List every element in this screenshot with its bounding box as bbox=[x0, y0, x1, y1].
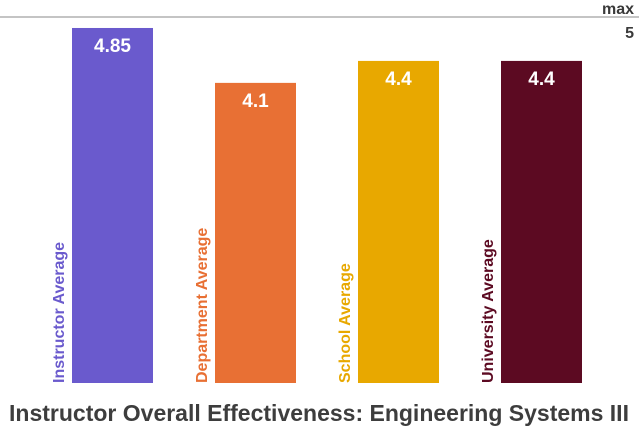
chart-title: Instructor Overall Effectiveness: Engine… bbox=[9, 400, 629, 426]
bar bbox=[358, 60, 439, 384]
bar-value-label: 4.4 bbox=[528, 69, 555, 90]
bar-value-label: 4.85 bbox=[94, 36, 131, 57]
bar-value-label: 4.4 bbox=[385, 69, 412, 90]
max-value-label: 5 bbox=[625, 25, 634, 42]
max-label: max bbox=[602, 1, 634, 18]
bar-value-label: 4.1 bbox=[242, 91, 269, 112]
category-label: University Average bbox=[480, 239, 497, 383]
category-label: School Average bbox=[337, 263, 354, 383]
bar bbox=[215, 82, 296, 383]
bars-group: 4.85 Instructor Average 4.1 Department Aver… bbox=[51, 27, 582, 384]
bar bbox=[72, 27, 153, 383]
bar bbox=[501, 60, 582, 384]
category-label: Department Average bbox=[194, 228, 211, 383]
category-label: Instructor Average bbox=[51, 242, 68, 383]
